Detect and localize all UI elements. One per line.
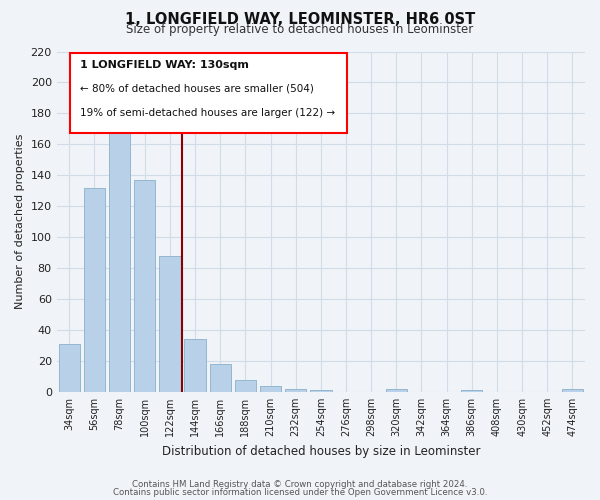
Bar	[209, 364, 231, 392]
Bar	[260, 386, 281, 392]
Bar	[461, 390, 482, 392]
X-axis label: Distribution of detached houses by size in Leominster: Distribution of detached houses by size …	[161, 444, 480, 458]
Bar	[59, 344, 80, 392]
Bar	[159, 256, 181, 392]
Text: ← 80% of detached houses are smaller (504): ← 80% of detached houses are smaller (50…	[80, 84, 314, 94]
Text: 19% of semi-detached houses are larger (122) →: 19% of semi-detached houses are larger (…	[80, 108, 335, 118]
Bar	[386, 389, 407, 392]
Bar	[235, 380, 256, 392]
Bar	[84, 188, 105, 392]
Bar	[310, 390, 332, 392]
Bar	[285, 389, 307, 392]
Bar	[184, 340, 206, 392]
FancyBboxPatch shape	[70, 53, 347, 133]
Bar	[562, 389, 583, 392]
Text: 1 LONGFIELD WAY: 130sqm: 1 LONGFIELD WAY: 130sqm	[80, 60, 250, 70]
Text: 1, LONGFIELD WAY, LEOMINSTER, HR6 0ST: 1, LONGFIELD WAY, LEOMINSTER, HR6 0ST	[125, 12, 475, 28]
Text: Contains HM Land Registry data © Crown copyright and database right 2024.: Contains HM Land Registry data © Crown c…	[132, 480, 468, 489]
Bar	[109, 124, 130, 392]
Bar	[134, 180, 155, 392]
Text: Contains public sector information licensed under the Open Government Licence v3: Contains public sector information licen…	[113, 488, 487, 497]
Text: Size of property relative to detached houses in Leominster: Size of property relative to detached ho…	[127, 22, 473, 36]
Y-axis label: Number of detached properties: Number of detached properties	[15, 134, 25, 310]
